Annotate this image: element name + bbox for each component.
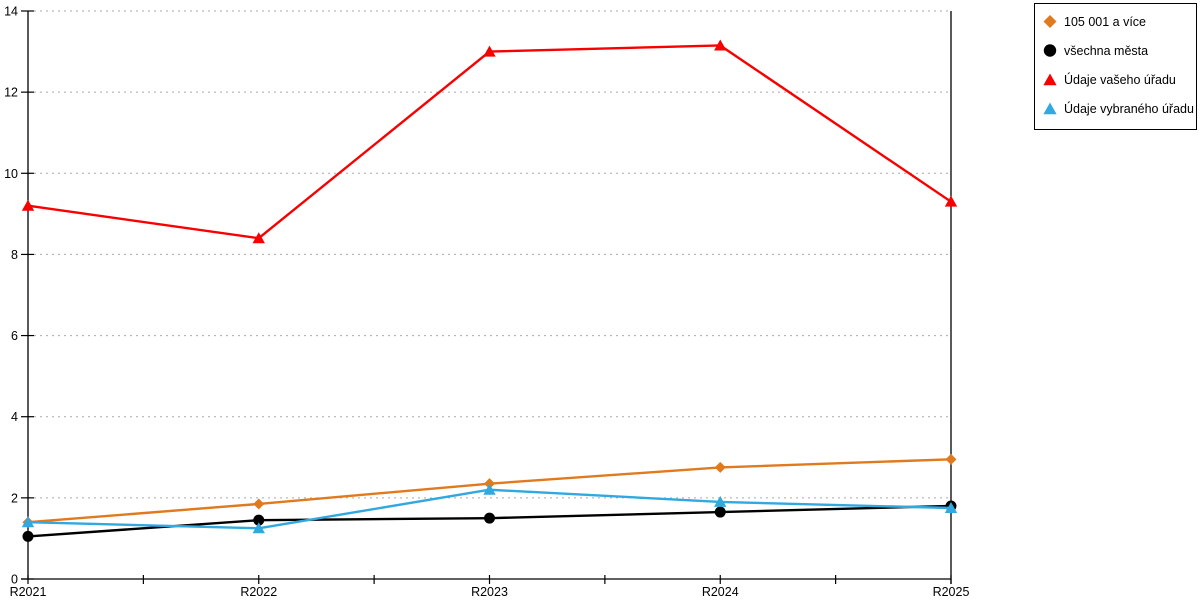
data-point-triangle: [483, 45, 496, 57]
data-point-circle: [484, 512, 495, 524]
triangle-marker-icon: [1043, 73, 1057, 86]
data-point-diamond: [253, 498, 265, 510]
x-tick-label: R2023: [471, 585, 508, 599]
x-tick-label: R2024: [702, 585, 739, 599]
y-tick-label: 2: [11, 491, 18, 505]
gridlines: [28, 10, 951, 499]
legend: 105 001 a více všechna města Údaje vašeh…: [1034, 3, 1197, 130]
legend-item-0: 105 001 a více: [1043, 7, 1194, 36]
series-3: [21, 483, 958, 534]
x-tick-label: R2022: [240, 585, 277, 599]
data-point-diamond: [714, 461, 726, 473]
triangle-marker-icon: [1043, 102, 1057, 115]
y-axis: 0 2 4 6 8 10 12 14: [4, 5, 34, 587]
y-tick-label: 4: [11, 410, 18, 424]
y-tick-label: 8: [11, 248, 18, 262]
legend-label: všechna města: [1064, 43, 1149, 58]
data-point-triangle: [252, 232, 265, 244]
legend-label: 105 001 a více: [1064, 14, 1147, 29]
data-point-triangle: [21, 199, 35, 211]
data-point-triangle: [21, 516, 35, 528]
x-tick-label: R2025: [933, 585, 970, 599]
y-tick-label: 10: [4, 167, 18, 181]
legend-item-1: všechna města: [1043, 36, 1194, 65]
diamond-marker-icon: [1043, 15, 1057, 28]
legend-item-2: Údaje vašeho úřadu: [1043, 65, 1194, 94]
data-point-circle: [253, 514, 265, 526]
data-point-triangle: [944, 502, 958, 513]
data-point-diamond: [484, 478, 495, 490]
x-axis: R2021 R2022 R2023 R2024 R2025: [10, 11, 970, 599]
data-point-triangle: [714, 39, 727, 51]
legend-label: Údaje vašeho úřadu: [1064, 72, 1176, 87]
x-tick-label: R2021: [10, 585, 47, 599]
data-point-triangle: [944, 195, 958, 207]
y-tick-label: 0: [11, 573, 18, 587]
data-point-circle: [22, 530, 34, 542]
y-tick-label: 6: [11, 329, 18, 343]
data-point-diamond: [945, 453, 957, 465]
series-2: [21, 39, 958, 244]
y-tick-label: 12: [4, 86, 18, 100]
legend-label: Údaje vybraného úřadu: [1064, 101, 1194, 116]
y-tick-label: 14: [4, 5, 18, 19]
circle-marker-icon: [1043, 44, 1057, 57]
series-1: [22, 500, 957, 542]
data-point-triangle: [714, 495, 727, 507]
data-point-triangle: [483, 483, 496, 495]
legend-item-3: Údaje vybraného úřadu: [1043, 94, 1194, 123]
series-0: [22, 453, 957, 528]
series-line: [26, 44, 953, 240]
data-point-triangle: [252, 522, 265, 534]
data-point-circle: [714, 506, 726, 518]
